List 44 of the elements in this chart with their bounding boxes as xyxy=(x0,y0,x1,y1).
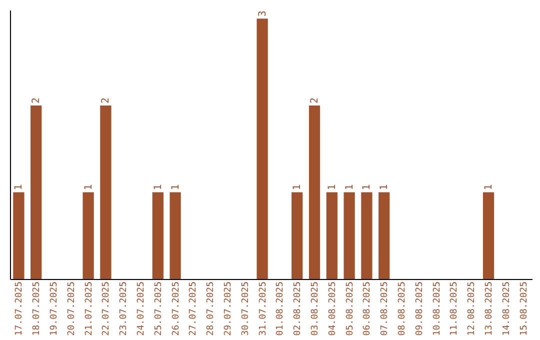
x-tick-label: 10.08.2025 xyxy=(432,282,442,336)
x-tick-label: 15.08.2025 xyxy=(519,282,530,336)
x-tick-label: 31.07.2025 xyxy=(258,282,268,336)
data-label: 1 xyxy=(170,184,182,190)
x-tick-label: 18.07.2025 xyxy=(32,282,42,336)
x-tick-label: 12.08.2025 xyxy=(467,282,478,336)
x-tick-label: 07.08.2025 xyxy=(380,282,390,336)
data-label: 1 xyxy=(326,184,338,190)
data-label: 1 xyxy=(344,184,356,190)
x-tick-label: 27.07.2025 xyxy=(188,282,199,336)
data-label: 1 xyxy=(152,184,164,190)
data-label: 2 xyxy=(100,97,112,104)
x-tick-label: 08.08.2025 xyxy=(398,282,408,336)
x-tick-label: 04.08.2025 xyxy=(328,282,338,336)
x-tick-label: 14.08.2025 xyxy=(502,282,512,336)
x-tick-label: 21.07.2025 xyxy=(84,282,94,336)
x-tick-label: 19.07.2025 xyxy=(50,282,60,336)
data-label: 1 xyxy=(292,184,304,190)
x-tick-label: 23.07.2025 xyxy=(119,282,130,336)
x-tick-label: 11.08.2025 xyxy=(450,282,460,336)
data-label: 1 xyxy=(362,184,373,190)
x-tick-label: 17.07.2025 xyxy=(14,282,25,336)
data-label: 2 xyxy=(310,97,320,104)
x-tick-label: 06.08.2025 xyxy=(362,282,373,336)
x-tick-label: 01.08.2025 xyxy=(276,282,286,336)
data-label: 1 xyxy=(484,184,494,190)
x-tick-label: 29.07.2025 xyxy=(224,282,234,336)
x-tick-label: 20.07.2025 xyxy=(66,282,77,336)
x-tick-label: 02.08.2025 xyxy=(293,282,304,336)
x-tick-label: 09.08.2025 xyxy=(414,282,425,336)
x-tick-label: 28.07.2025 xyxy=(206,282,216,336)
x-tick-label: 05.08.2025 xyxy=(345,282,356,336)
x-tick-label: 13.08.2025 xyxy=(484,282,494,336)
x-tick-label: 26.07.2025 xyxy=(171,282,182,336)
data-label: 1 xyxy=(83,184,94,190)
x-tick-label: 30.07.2025 xyxy=(240,282,251,336)
data-label: 3 xyxy=(257,10,268,17)
x-tick-label: 24.07.2025 xyxy=(136,282,146,336)
data-label: 2 xyxy=(31,97,42,104)
x-tick-label: 25.07.2025 xyxy=(154,282,164,336)
data-label: 1 xyxy=(14,184,25,190)
data-label: 1 xyxy=(379,184,390,190)
x-tick-label: 03.08.2025 xyxy=(310,282,320,336)
x-tick-label: 22.07.2025 xyxy=(102,282,112,336)
